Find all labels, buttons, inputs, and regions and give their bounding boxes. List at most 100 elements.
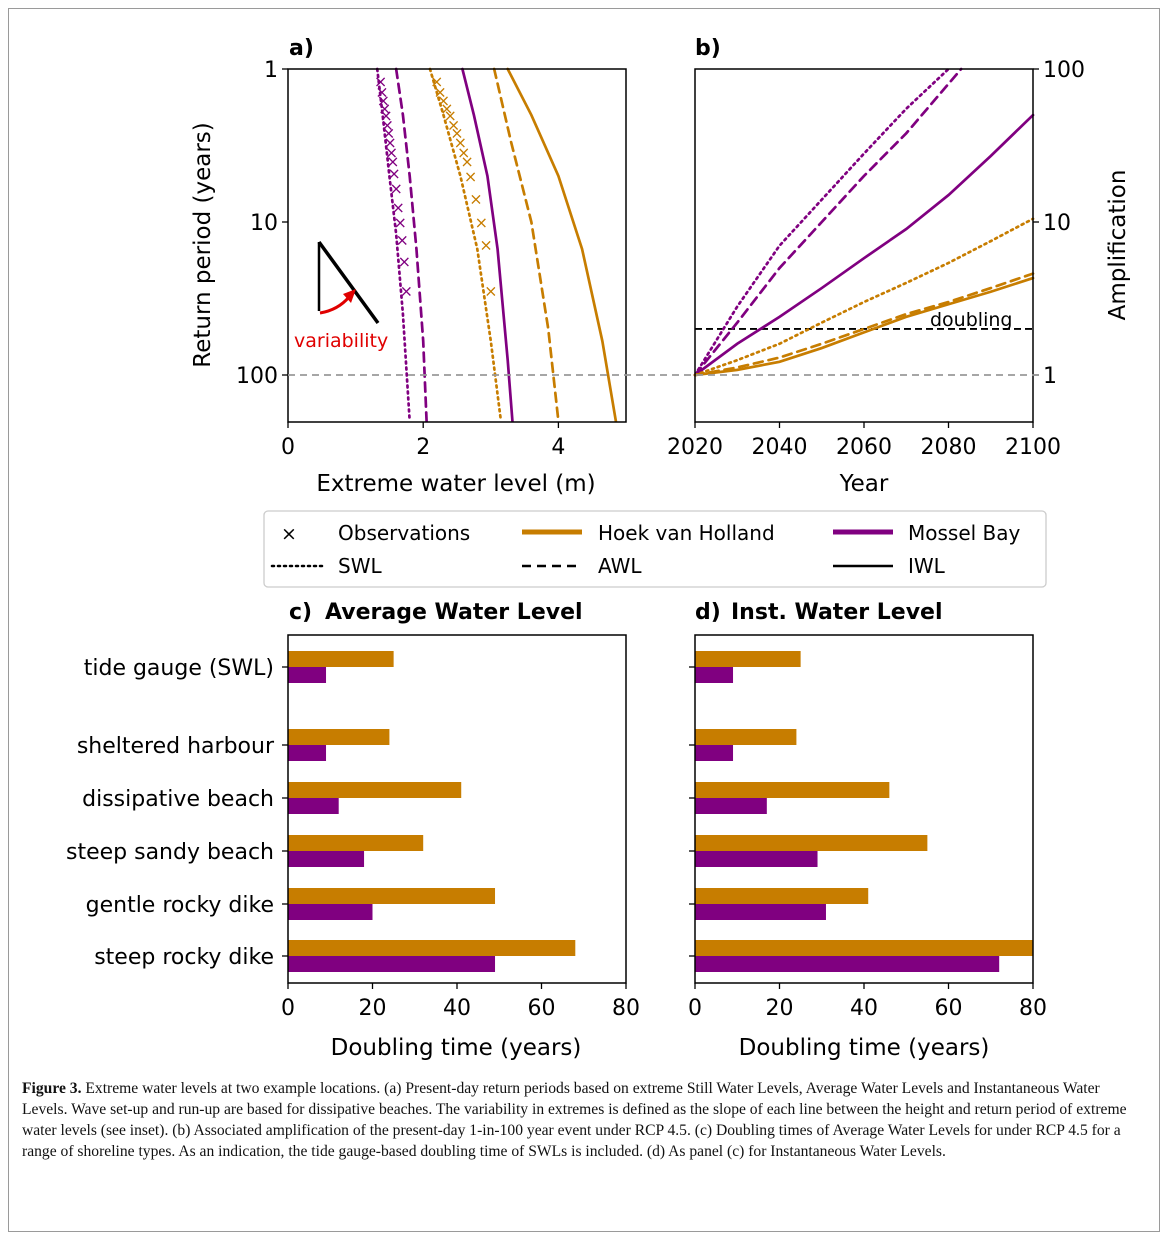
panel-d-bar xyxy=(695,782,890,798)
legend-iwl-label: IWL xyxy=(908,554,946,578)
panel-d-xtick-label: 40 xyxy=(850,996,878,1021)
doubling-label: doubling xyxy=(930,309,1012,331)
panel-a-ytick-label: 10 xyxy=(250,211,278,236)
panel-d-xtick-label: 60 xyxy=(935,996,963,1021)
panel-a-series-6-line xyxy=(492,67,560,423)
panel-a-series-0-marker: × xyxy=(400,281,413,300)
panel-a-xlabel: Extreme water level (m) xyxy=(316,471,595,497)
panel-c-title: Average Water Level xyxy=(325,600,583,625)
panel-c-category-label: gentle rocky dike xyxy=(86,893,274,918)
panel-b-xtick-label: 2020 xyxy=(667,435,723,460)
panel-a-series-4-marker: × xyxy=(460,152,473,171)
panel-c-bar xyxy=(288,782,462,798)
panel-c-xtick-label: 20 xyxy=(359,996,387,1021)
panel-c-xtick-label: 60 xyxy=(528,996,556,1021)
panel-d-bar xyxy=(695,745,734,761)
panel-b-series-3-line xyxy=(693,217,1035,377)
panel-a-series-4-marker: × xyxy=(440,99,453,118)
panel-a-chart: ××××××××××××××××××××××××××××××××variabil… xyxy=(236,58,627,460)
panel-a-series-1-line xyxy=(375,67,412,423)
panel-b-chart: doubling 2020 2040 2060 2080 2100 1 10 100 xyxy=(667,58,1085,460)
inset-arrowhead xyxy=(343,289,356,303)
panel-a-series-4-marker: × xyxy=(457,143,470,162)
panel-a-series-4-marker: × xyxy=(433,82,446,101)
panel-a-series-4-marker: × xyxy=(450,123,463,142)
panel-d-chart: 0 20 40 60 80 xyxy=(688,634,1047,1021)
panel-c-xtick-label: 80 xyxy=(612,996,640,1021)
panel-c-category-label: sheltered harbour xyxy=(77,734,275,759)
panel-a-series-4-marker: × xyxy=(447,115,460,134)
legend-awl-label: AWL xyxy=(598,554,642,578)
panel-a-ytick-label: 100 xyxy=(236,364,278,389)
figure-canvas: a) ××××××××××××××××××××××××××××××××varia… xyxy=(66,36,1131,1061)
panel-a-axes-box xyxy=(287,68,627,423)
panel-d-label: d) xyxy=(695,600,721,625)
panel-b-series-1-line xyxy=(693,67,963,377)
panel-a-series-0-marker: × xyxy=(389,179,402,198)
panel-a-series-7-line xyxy=(506,67,618,423)
panel-c-label: c) xyxy=(289,600,312,625)
caption-label: Figure 3. xyxy=(22,1080,82,1097)
panel-a-series-5-line xyxy=(428,67,503,423)
panel-a-series-4-marker: × xyxy=(479,235,492,254)
panel-d-bar xyxy=(695,851,818,867)
inset-slope-line xyxy=(317,240,380,325)
panel-d-bar xyxy=(695,729,797,745)
panel-d-xtick-label: 0 xyxy=(688,996,702,1021)
panel-a-series-0-marker: × xyxy=(394,213,407,232)
panel-c-category-label: tide gauge (SWL) xyxy=(84,656,274,681)
panel-c-category-label: dissipative beach xyxy=(82,787,274,812)
panel-c-xlabel: Doubling time (years) xyxy=(331,1035,582,1061)
inset-label: variability xyxy=(294,330,388,352)
panel-d-bar xyxy=(695,904,826,920)
panel-a-series-4-marker: × xyxy=(469,189,482,208)
panel-a-ylabel: Return period (years) xyxy=(190,122,216,367)
panel-b-series-2-line xyxy=(693,113,1035,377)
panel-a-label: a) xyxy=(289,36,314,61)
panel-c-bar xyxy=(288,956,496,972)
panel-b-ylabel: Amplification xyxy=(1105,170,1131,321)
panel-d-bar xyxy=(695,956,1000,972)
panel-a-xtick-label: 2 xyxy=(416,435,430,460)
panel-d-bar xyxy=(695,667,734,683)
panel-b-xtick-label: 2040 xyxy=(752,435,808,460)
panel-b-series-4-line xyxy=(693,272,1035,377)
inset-arrow xyxy=(319,296,351,315)
panel-d-xtick-label: 20 xyxy=(766,996,794,1021)
panel-b-xtick-label: 2100 xyxy=(1005,435,1061,460)
panel-b-ytick-label: 100 xyxy=(1043,58,1085,83)
panel-c-bar xyxy=(288,904,373,920)
panel-d-xlabel: Doubling time (years) xyxy=(739,1035,990,1061)
panel-c-chart: tide gauge (SWL) sheltered harbour dissipa… xyxy=(66,634,640,1021)
panel-d-bar xyxy=(695,940,1033,956)
legend-observations-label: Observations xyxy=(338,521,470,545)
figure-caption: Figure 3. Extreme water levels at two ex… xyxy=(22,1078,1147,1162)
panel-a-series-4-marker: × xyxy=(484,281,497,300)
panel-c-bar xyxy=(288,745,327,761)
panel-a-xtick-label: 0 xyxy=(281,435,295,460)
panel-d-bar xyxy=(695,798,767,814)
panel-a-series-0-marker: × xyxy=(396,230,409,249)
panel-a-series-4-marker: × xyxy=(454,133,467,152)
panel-c-xtick-label: 0 xyxy=(281,996,295,1021)
panel-a-series-0-marker: × xyxy=(398,252,411,271)
figure-frame xyxy=(8,8,1160,1232)
panel-b-label: b) xyxy=(695,36,721,61)
panel-b-xtick-label: 2060 xyxy=(836,435,892,460)
panel-a-series-4-marker: × xyxy=(464,167,477,186)
panel-a-series-4-marker: × xyxy=(444,106,457,125)
panel-c-bar xyxy=(288,798,339,814)
panel-c-bar xyxy=(288,835,424,851)
legend: × Observations Hoek van Holland Mossel B… xyxy=(263,510,1047,588)
panel-c-category-label: steep rocky dike xyxy=(94,945,274,970)
panel-d-bar xyxy=(695,888,869,904)
panel-b-ytick-label: 10 xyxy=(1043,211,1071,236)
panel-b-series-0-line xyxy=(693,67,950,377)
panel-c-bar xyxy=(288,888,496,904)
panel-d-bar xyxy=(695,651,801,667)
panel-d-title: Inst. Water Level xyxy=(731,600,943,625)
caption-text: Extreme water levels at two example loca… xyxy=(22,1080,1127,1160)
legend-swl-label: SWL xyxy=(338,554,382,578)
panel-c-bar xyxy=(288,729,390,745)
panel-c-bar xyxy=(288,851,365,867)
